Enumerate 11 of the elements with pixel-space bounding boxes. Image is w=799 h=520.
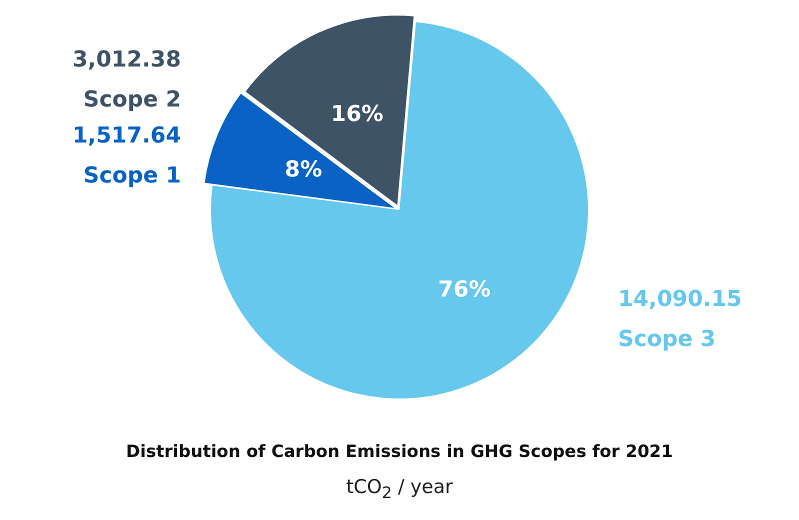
text: 8% [284, 158, 322, 183]
slice-label: Scope 2 [83, 88, 181, 113]
slice-label: Scope 1 [83, 164, 181, 189]
text: 16% [330, 102, 384, 128]
text: tCO$_{2}$ / year [345, 476, 454, 502]
text: 76% [438, 278, 491, 303]
text: Distribution of Carbon Emissions in GHG Scopes for 2021 [125, 442, 674, 462]
data-label: 3,012.38 [72, 48, 181, 73]
data-label: 1,517.64 [72, 124, 181, 149]
data-label: 14,090.15 [618, 286, 742, 312]
slice-label: Scope 3 [618, 326, 716, 352]
